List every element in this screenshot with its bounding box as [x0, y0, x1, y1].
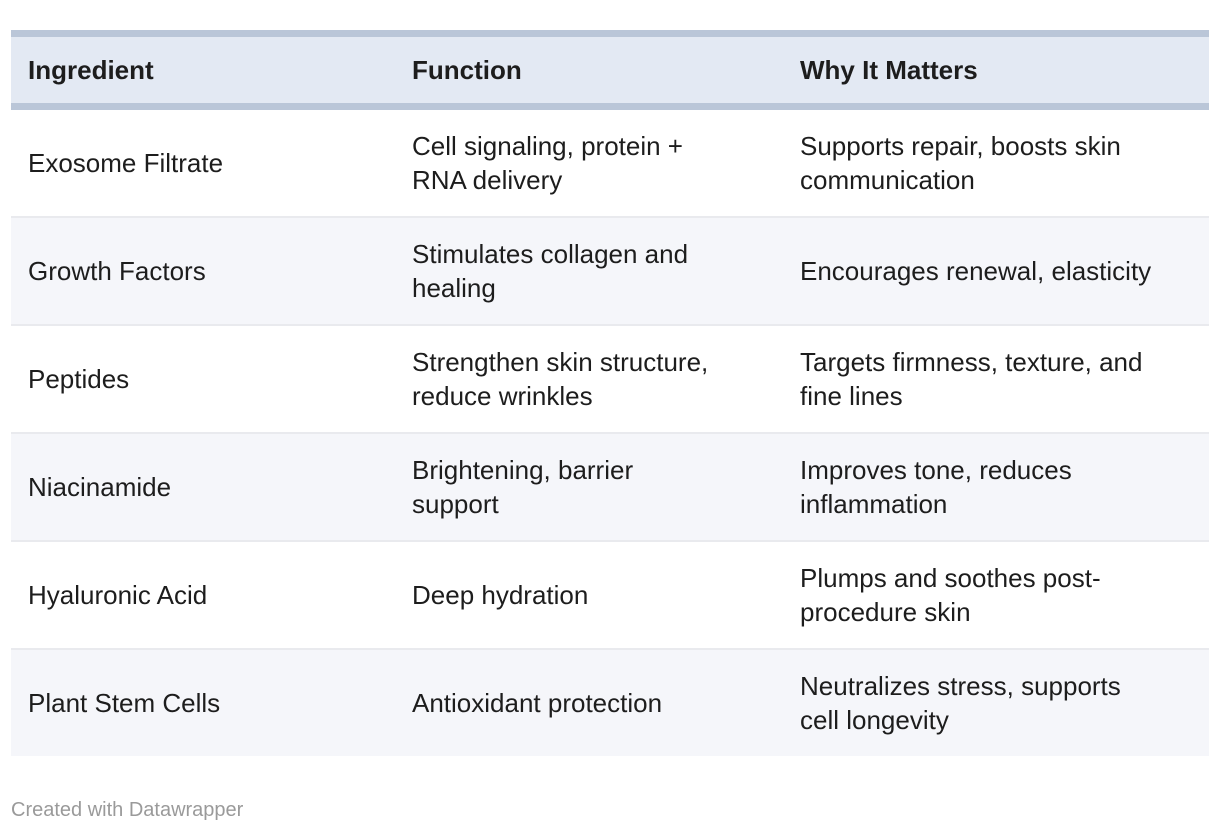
cell-function: Brightening, barrier support: [395, 432, 783, 541]
table-row-growth-factors: Growth Factors Stimulates collagen and h…: [11, 216, 1209, 325]
table-row-hyaluronic-acid: Hyaluronic Acid Deep hydration Plumps an…: [11, 540, 1209, 649]
cell-function: Deep hydration: [395, 540, 783, 649]
column-header-function: Function: [395, 30, 783, 110]
cell-function: Antioxidant protection: [395, 648, 783, 756]
table-row-plant-stem-cells: Plant Stem Cells Antioxidant protection …: [11, 648, 1209, 756]
table-row-peptides: Peptides Strengthen skin structure, redu…: [11, 324, 1209, 433]
cell-why-it-matters: Plumps and soothes post-procedure skin: [783, 540, 1209, 649]
column-header-ingredient: Ingredient: [11, 30, 395, 110]
cell-ingredient: Hyaluronic Acid: [11, 540, 395, 649]
table-row-niacinamide: Niacinamide Brightening, barrier support…: [11, 432, 1209, 541]
table-header: Ingredient Function Why It Matters: [11, 30, 1209, 110]
cell-function: Stimulates collagen and healing: [395, 216, 783, 325]
cell-ingredient: Niacinamide: [11, 432, 395, 541]
cell-ingredient: Plant Stem Cells: [11, 648, 395, 756]
cell-ingredient: Exosome Filtrate: [28, 148, 224, 178]
cell-function: Cell signaling, protein + RNA delivery: [412, 131, 683, 195]
cell-why-it-matters: Targets firmness, texture, and fine line…: [783, 324, 1209, 433]
footer: Created with Datawrapper: [11, 798, 1209, 820]
cell-function: Strengthen skin structure, reduce wrinkl…: [395, 324, 783, 433]
ingredients-table: Ingredient Function Why It Matters Exoso…: [11, 30, 1209, 756]
cell-ingredient: Growth Factors: [11, 216, 395, 325]
datawrapper-credit-link[interactable]: Created with Datawrapper: [11, 799, 244, 820]
cell-why-it-matters: Neutralizes stress, supports cell longev…: [783, 648, 1209, 756]
cell-why-it-matters: Encourages renewal, elasticity: [783, 216, 1209, 325]
cell-why-it-matters: Supports repair, boosts skin communicati…: [800, 131, 1121, 195]
table-row-exosome-filtrate: Exosome Filtrate Cell signaling, protein…: [11, 107, 1209, 218]
cell-ingredient: Peptides: [11, 324, 395, 433]
header-row: Ingredient Function Why It Matters: [11, 30, 1209, 110]
column-header-why-it-matters: Why It Matters: [783, 30, 1209, 110]
table-body: Exosome Filtrate Cell signaling, protein…: [11, 107, 1209, 756]
cell-why-it-matters: Improves tone, reduces inflammation: [783, 432, 1209, 541]
